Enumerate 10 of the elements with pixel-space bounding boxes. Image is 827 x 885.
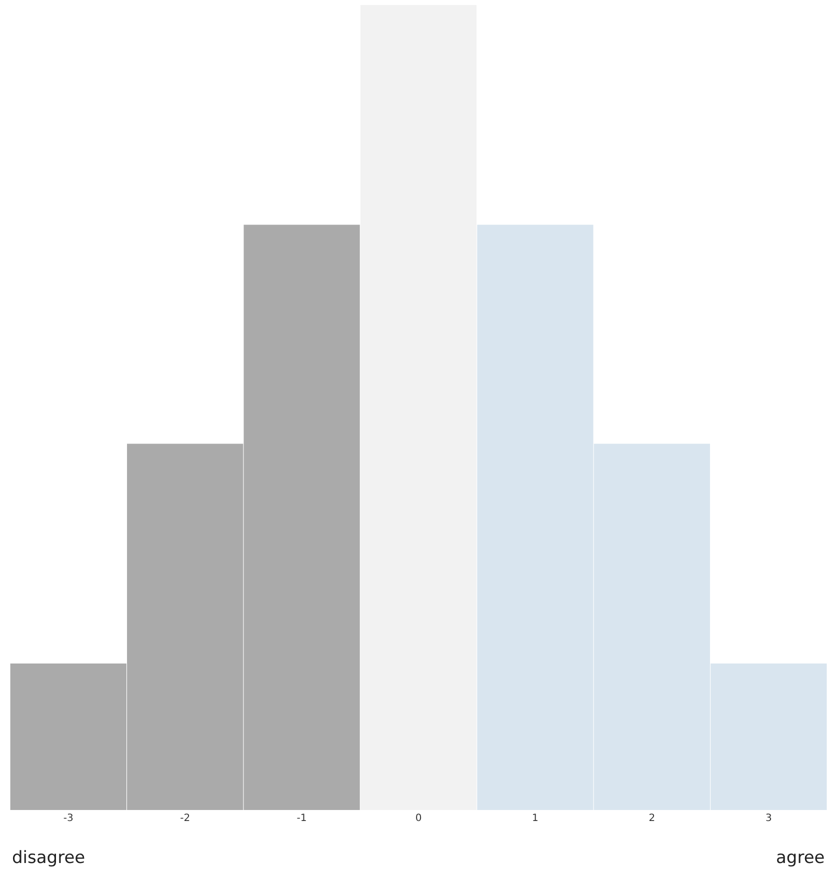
bar <box>360 5 477 810</box>
text: disagree <box>12 848 86 868</box>
x-tick-label: 1 <box>532 813 538 824</box>
x-tick-label: 3 <box>765 813 772 824</box>
x-tick-label: -1 <box>296 813 307 824</box>
text: agree <box>776 848 825 868</box>
x-tick-label: 2 <box>648 813 656 824</box>
x-tick-label: 0 <box>415 813 422 824</box>
x-tick-label: -2 <box>180 813 190 824</box>
x-tick-label: -3 <box>63 813 74 824</box>
